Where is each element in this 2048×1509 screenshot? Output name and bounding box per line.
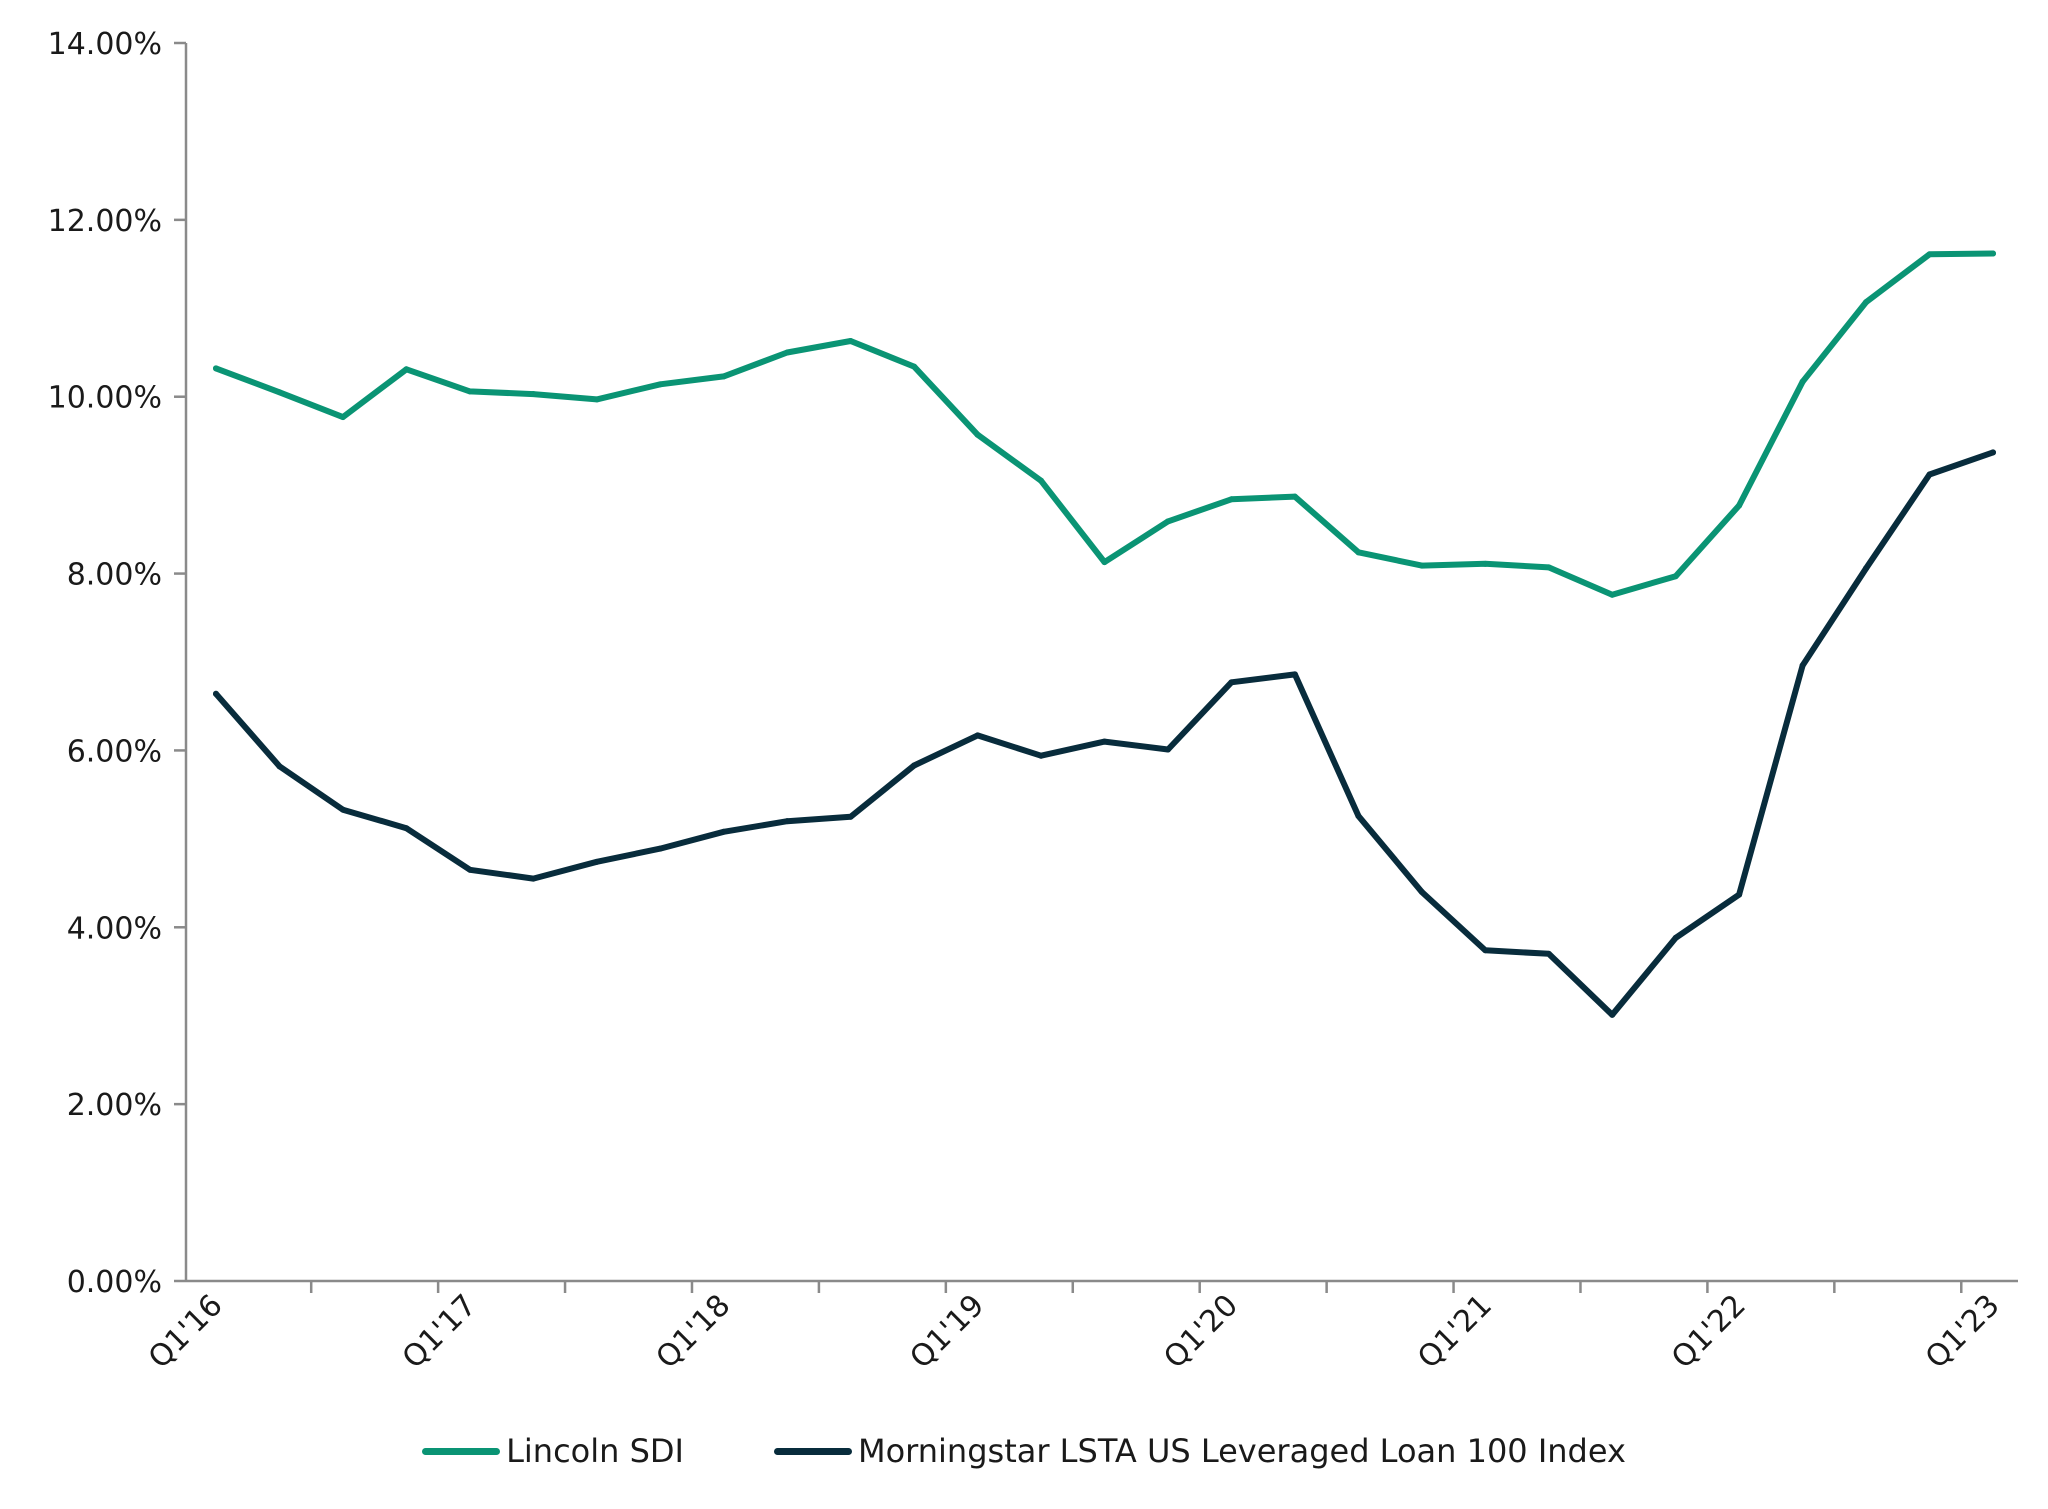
- legend-swatch-lincoln-sdi: [422, 1447, 501, 1455]
- series-line-1: [213, 449, 1996, 1018]
- data-point: [1799, 378, 1806, 385]
- axes: 0.00% 2.00% 4.00% 6.00% 8.00% 10.00% 12.00% 14.…: [48, 27, 2018, 1376]
- series-0: [213, 250, 1996, 598]
- data-point: [593, 396, 600, 403]
- data-point: [1418, 562, 1425, 569]
- data-point: [213, 365, 219, 372]
- data-point: [1038, 477, 1045, 484]
- data-point: [657, 845, 664, 852]
- y-tick-label: 8.00%: [67, 558, 162, 593]
- legend-item-lincoln-sdi: Lincoln SDI: [422, 1432, 684, 1470]
- data-point: [339, 806, 346, 813]
- data-point: [847, 813, 854, 820]
- y-tick-label: 6.00%: [67, 734, 162, 769]
- data-point: [1926, 471, 1933, 478]
- data-point: [1101, 559, 1108, 566]
- data-point: [974, 431, 981, 438]
- data-point: [276, 389, 283, 396]
- series-line-0: [213, 250, 1996, 598]
- data-point: [1418, 888, 1425, 895]
- data-point: [1164, 746, 1171, 753]
- x-tick-label: Q1'19: [903, 1288, 991, 1376]
- series-1: [213, 449, 1996, 1018]
- x-tick-label: Q1'17: [396, 1288, 484, 1376]
- legend-item-morningstar-lsta: Morningstar LSTA US Leveraged Loan 100 I…: [773, 1432, 1626, 1470]
- data-point: [1990, 449, 1996, 456]
- legend: Lincoln SDI Morningstar LSTA US Leverage…: [0, 1432, 2048, 1470]
- data-point: [974, 732, 981, 739]
- data-point: [1291, 493, 1298, 500]
- data-point: [1101, 738, 1108, 745]
- data-point: [593, 858, 600, 865]
- data-point: [1672, 934, 1679, 941]
- data-point: [1863, 565, 1870, 572]
- data-point: [784, 349, 791, 356]
- data-point: [1038, 752, 1045, 759]
- data-point: [911, 762, 918, 769]
- data-point: [1228, 679, 1235, 686]
- data-point: [1609, 1011, 1616, 1018]
- data-point: [466, 388, 473, 395]
- y-tick-label: 2.00%: [67, 1088, 162, 1123]
- legend-label-morningstar-lsta: Morningstar LSTA US Leveraged Loan 100 I…: [857, 1432, 1626, 1470]
- data-point: [1545, 950, 1552, 957]
- x-tick-label: Q1'18: [650, 1288, 738, 1376]
- data-point: [847, 338, 854, 345]
- legend-swatch-morningstar-lsta: [773, 1447, 852, 1455]
- x-tick-label: Q1'21: [1411, 1288, 1499, 1376]
- data-point: [911, 363, 918, 370]
- x-tick-label: Q1'22: [1665, 1288, 1753, 1376]
- data-point: [530, 875, 537, 882]
- data-point: [276, 763, 283, 770]
- data-point: [1355, 812, 1362, 819]
- x-tick-label: Q1'16: [142, 1288, 230, 1376]
- y-tick-label: 12.00%: [48, 204, 162, 239]
- data-point: [1609, 591, 1616, 598]
- x-tick-label: Q1'23: [1919, 1288, 2007, 1376]
- data-point: [784, 818, 791, 825]
- data-point: [1736, 502, 1743, 509]
- data-point: [1164, 518, 1171, 525]
- data-point: [1228, 496, 1235, 503]
- data-point: [339, 414, 346, 421]
- y-tick-label: 0.00%: [67, 1265, 162, 1300]
- data-point: [213, 690, 219, 697]
- data-point: [1672, 573, 1679, 580]
- data-point: [1482, 947, 1489, 954]
- y-tick-label: 14.00%: [48, 27, 162, 62]
- data-point: [1736, 891, 1743, 898]
- series-lines: [213, 250, 1996, 1018]
- data-point: [1926, 251, 1933, 258]
- data-point: [1990, 250, 1996, 257]
- legend-label-lincoln-sdi: Lincoln SDI: [506, 1432, 684, 1470]
- x-tick-label: Q1'20: [1157, 1288, 1245, 1376]
- data-point: [1355, 549, 1362, 556]
- data-point: [403, 366, 410, 373]
- data-point: [466, 866, 473, 873]
- data-point: [720, 828, 727, 835]
- data-point: [403, 825, 410, 832]
- data-point: [1545, 564, 1552, 571]
- data-point: [530, 391, 537, 398]
- data-point: [1482, 560, 1489, 567]
- y-tick-label: 4.00%: [67, 911, 162, 946]
- data-point: [720, 373, 727, 380]
- data-point: [1799, 662, 1806, 669]
- data-point: [657, 381, 664, 388]
- data-point: [1291, 671, 1298, 678]
- y-tick-label: 10.00%: [48, 381, 162, 416]
- data-point: [1863, 299, 1870, 306]
